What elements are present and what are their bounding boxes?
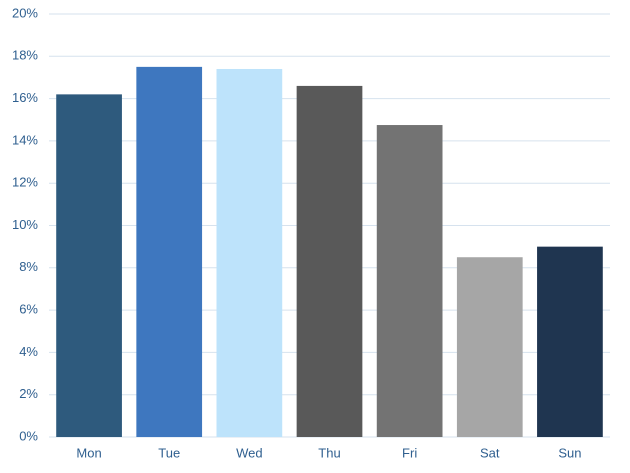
y-tick-label: 6% bbox=[19, 302, 38, 317]
y-tick-label: 0% bbox=[19, 428, 38, 443]
bar bbox=[537, 246, 603, 437]
bar bbox=[376, 125, 443, 437]
y-tick-label: 14% bbox=[12, 132, 38, 147]
y-tick-label: 16% bbox=[12, 90, 38, 105]
y-tick-label: 18% bbox=[12, 48, 38, 63]
y-tick-label: 4% bbox=[19, 344, 38, 359]
y-tick-label: 20% bbox=[12, 5, 38, 20]
bar bbox=[216, 68, 283, 438]
x-tick-label: Wed bbox=[236, 445, 263, 460]
y-tick-label: 10% bbox=[12, 217, 38, 232]
x-tick-label: Mon bbox=[76, 445, 101, 460]
bar bbox=[136, 66, 203, 437]
x-tick-label: Tue bbox=[158, 445, 180, 460]
bar bbox=[56, 94, 122, 438]
x-tick-label: Sat bbox=[480, 445, 500, 460]
y-tick-label: 12% bbox=[12, 175, 38, 190]
x-tick-label: Thu bbox=[318, 445, 340, 460]
x-tick-label: Sun bbox=[558, 445, 581, 460]
x-tick-label: Fri bbox=[402, 445, 417, 460]
bar bbox=[296, 85, 363, 437]
bar bbox=[456, 257, 523, 437]
y-tick-label: 2% bbox=[19, 386, 38, 401]
y-tick-label: 8% bbox=[19, 259, 38, 274]
